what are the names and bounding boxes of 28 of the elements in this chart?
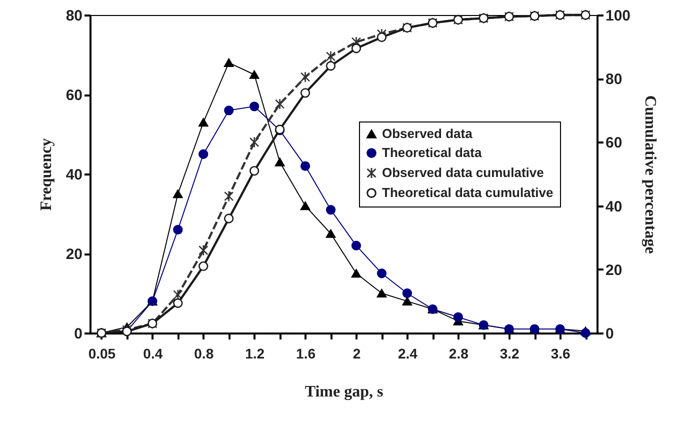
y2-tick-label: 60 bbox=[606, 134, 622, 152]
y-axis-title: Frequency bbox=[38, 138, 55, 211]
y-tick-label: 40 bbox=[66, 166, 82, 184]
legend-label: Observed data bbox=[382, 126, 474, 142]
y-tick-label: 20 bbox=[66, 246, 82, 263]
x-axis-title: Time gap, s bbox=[304, 384, 384, 400]
x-tick-label: 3.2 bbox=[500, 346, 520, 362]
legend-label: Theoretical data cumulative bbox=[382, 185, 554, 200]
x-tick-label: 0.4 bbox=[143, 346, 163, 362]
legend-label: Observed data cumulative bbox=[382, 165, 544, 180]
y-tick-label: 60 bbox=[66, 87, 82, 104]
y2-tick-label: 20 bbox=[606, 262, 622, 279]
y2-tick-label: 80 bbox=[606, 71, 622, 88]
x-tick-label: 2 bbox=[352, 346, 361, 362]
legend-label: Theoretical data bbox=[382, 145, 482, 160]
y2-tick-label: 0 bbox=[606, 326, 614, 342]
y2-tick-label: 40 bbox=[606, 198, 622, 216]
x-tick-label: 0.8 bbox=[194, 346, 214, 362]
y2-tick-label: 100 bbox=[606, 8, 631, 24]
y-tick-label: 0 bbox=[74, 326, 82, 342]
x-tick-label: 1.2 bbox=[245, 346, 265, 362]
y-tick-label: 80 bbox=[66, 8, 82, 24]
x-tick-label: 3.6 bbox=[550, 346, 570, 362]
x-tick-label: 1.6 bbox=[296, 346, 316, 362]
x-tick-label: 0.05 bbox=[88, 346, 116, 362]
x-tick-label: 2.4 bbox=[398, 346, 418, 362]
y2-axis-title: Cumulative percentage bbox=[642, 95, 659, 254]
x-tick-label: 2.8 bbox=[448, 346, 469, 362]
